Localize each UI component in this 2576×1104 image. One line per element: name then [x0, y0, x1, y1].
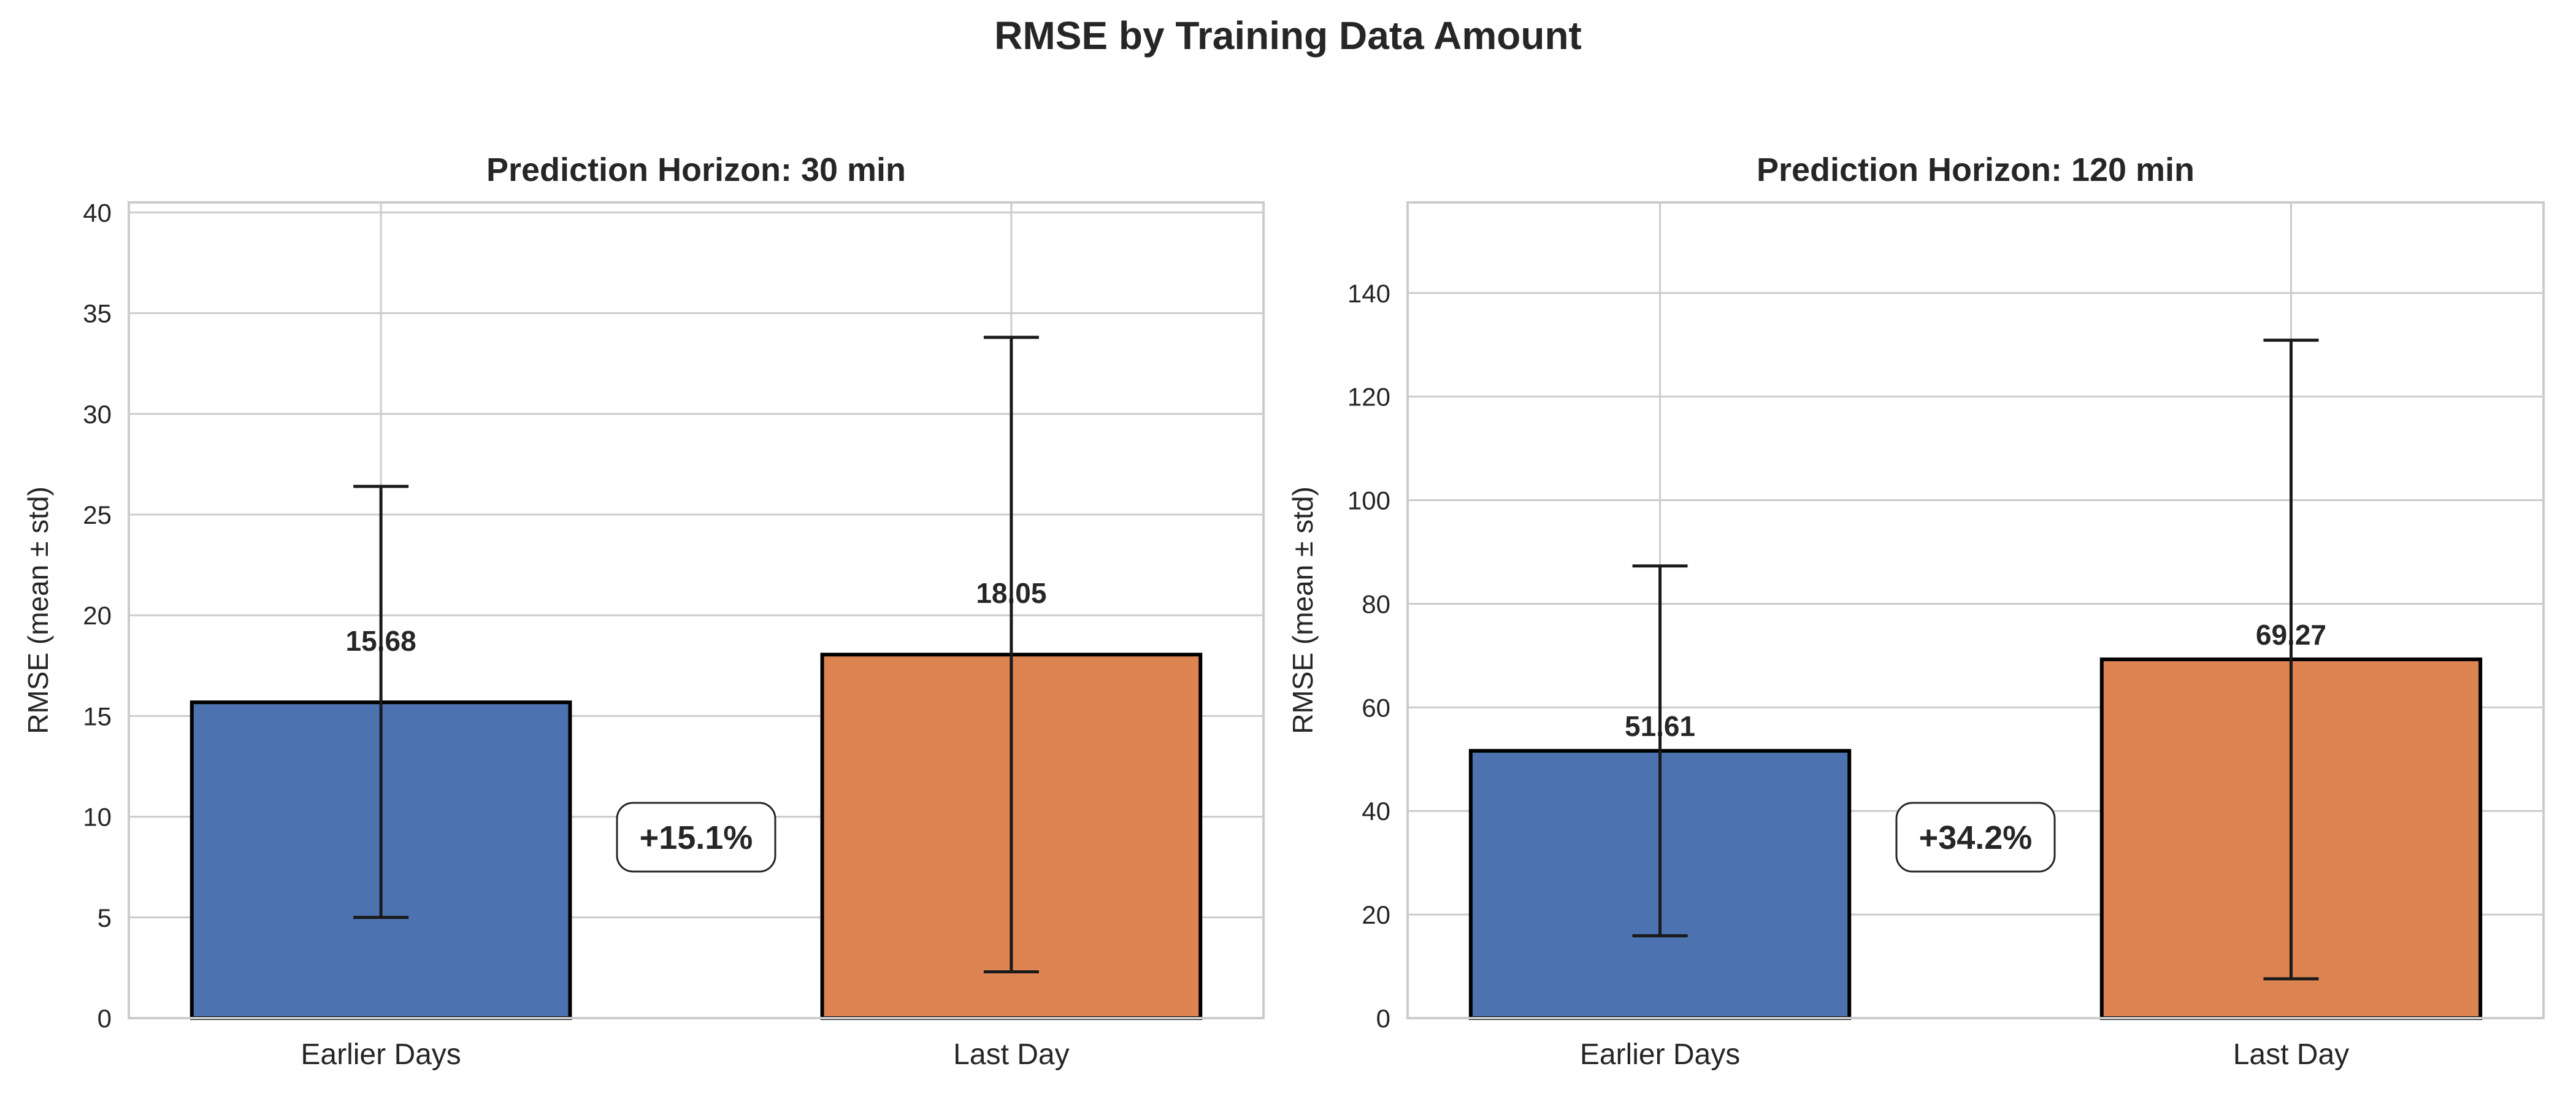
y-tick-label: 80	[1362, 589, 1390, 618]
y-tick-label: 120	[1347, 383, 1390, 412]
panel-title: Prediction Horizon: 120 min	[1757, 151, 2195, 188]
figure-title: RMSE by Training Data Amount	[994, 13, 1582, 58]
y-tick-label: 30	[83, 400, 112, 429]
y-axis-label: RMSE (mean ± std)	[1287, 486, 1319, 734]
y-tick-label: 35	[83, 299, 112, 328]
panel-title: Prediction Horizon: 30 min	[486, 151, 906, 188]
y-axis-label: RMSE (mean ± std)	[22, 486, 54, 734]
x-tick-label-last-day: Last Day	[953, 1038, 1069, 1071]
y-tick-label: 10	[83, 803, 112, 832]
y-tick-label: 5	[98, 903, 112, 932]
x-tick-label-earlier-days: Earlier Days	[301, 1038, 461, 1071]
x-tick-label-last-day: Last Day	[2233, 1038, 2349, 1071]
change-annotation-box	[1895, 802, 2056, 873]
change-annotation-box	[616, 802, 776, 873]
y-tick-label: 15	[83, 702, 112, 730]
y-tick-label: 25	[83, 500, 112, 529]
change-annotation-label: +34.2%	[1919, 819, 2033, 856]
axes-frame	[128, 201, 1265, 1019]
y-tick-label: 20	[1362, 900, 1390, 929]
axes-frame	[1406, 201, 2545, 1019]
x-tick-label-earlier-days: Earlier Days	[1580, 1038, 1740, 1071]
change-annotation-label: +15.1%	[640, 819, 753, 856]
y-tick-label: 140	[1347, 279, 1390, 308]
y-tick-label: 100	[1347, 486, 1390, 515]
y-tick-label: 20	[83, 601, 112, 630]
y-tick-label: 60	[1362, 693, 1390, 722]
y-tick-label: 0	[98, 1004, 112, 1033]
y-tick-label: 0	[1376, 1004, 1390, 1033]
y-tick-label: 40	[83, 198, 112, 227]
y-tick-label: 40	[1362, 797, 1390, 826]
